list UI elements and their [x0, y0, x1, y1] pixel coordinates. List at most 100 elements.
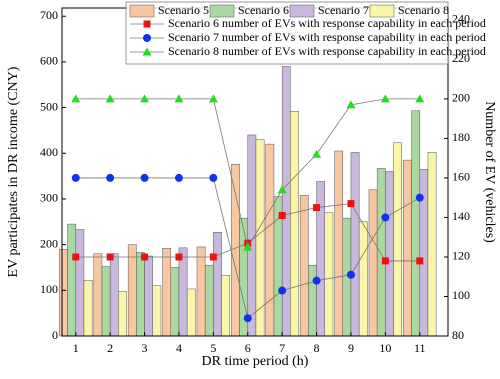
bar [75, 229, 85, 337]
bar [67, 223, 77, 337]
bar [59, 248, 68, 337]
x-tick-label: 8 [314, 341, 320, 355]
marker [209, 253, 217, 261]
marker [174, 173, 183, 182]
bar [324, 212, 334, 337]
marker [416, 257, 424, 265]
marker [141, 253, 149, 261]
y2-tick-label: 100 [452, 288, 470, 302]
marker [278, 211, 286, 219]
x-axis-label: DR time period (h) [202, 354, 309, 369]
bar [101, 266, 111, 337]
bar [136, 252, 145, 337]
y2-tick-label: 120 [452, 249, 470, 263]
legend-marker [142, 47, 152, 56]
x-tick-label: 5 [210, 341, 216, 355]
marker [71, 94, 81, 103]
bar [427, 152, 437, 337]
bar [213, 232, 222, 337]
y-tick-label: 0 [52, 328, 58, 342]
y2-tick-label: 140 [452, 209, 470, 223]
y-tick-label: 400 [40, 145, 58, 159]
legend-label: Scenario 7 [318, 3, 369, 17]
bar [376, 168, 386, 337]
y2-tick-label: 220 [452, 51, 470, 65]
bar [178, 247, 188, 337]
marker [278, 286, 287, 295]
marker [381, 257, 389, 265]
y2-tick-label: 80 [452, 328, 464, 342]
marker [175, 253, 183, 261]
marker [106, 253, 114, 261]
legend-label: Scenario 8 number of EVs with response c… [168, 44, 486, 58]
bar [358, 221, 368, 337]
x-tick-label: 1 [73, 341, 79, 355]
bar [204, 264, 214, 337]
bar [170, 267, 180, 337]
marker [209, 173, 218, 182]
y-tick-label: 200 [40, 236, 58, 250]
y2-tick-label: 240 [452, 12, 470, 26]
marker [243, 242, 253, 251]
y-axis-label: EV participates in DR income (CNY) [6, 66, 21, 277]
marker [415, 94, 425, 103]
bar [109, 253, 119, 337]
legend-swatch [129, 4, 155, 18]
bar [93, 253, 103, 337]
bar [231, 163, 240, 337]
bar [350, 152, 360, 337]
marker [140, 94, 150, 103]
legend-label: Scenario 7 number of EVs with response c… [168, 30, 486, 44]
legend-label: Scenario 6 [238, 3, 289, 17]
bar [290, 110, 299, 337]
bar [118, 290, 127, 337]
bar [308, 264, 317, 337]
bar [127, 244, 137, 337]
x-tick-label: 11 [414, 341, 426, 355]
marker [346, 100, 356, 109]
marker [313, 204, 321, 212]
marker [72, 253, 80, 261]
y-tick-label: 300 [40, 191, 58, 205]
legend-swatch [369, 4, 395, 18]
marker [243, 314, 252, 323]
bar [334, 150, 344, 337]
marker [106, 173, 115, 182]
marker [312, 276, 321, 285]
marker [140, 173, 149, 182]
y2-tick-label: 160 [452, 170, 470, 184]
legend-label: Scenario 5 [158, 3, 209, 17]
x-tick-label: 4 [176, 341, 182, 355]
bar [281, 66, 291, 337]
bar [152, 285, 162, 337]
bar [144, 255, 154, 337]
marker [380, 94, 390, 103]
y2-tick-label: 200 [452, 91, 470, 105]
x-tick-label: 7 [279, 341, 285, 355]
marker [347, 200, 355, 208]
legend-label: Scenario 8 [398, 3, 449, 17]
marker [105, 94, 115, 103]
bar [368, 189, 378, 337]
bar [265, 143, 275, 337]
bar [403, 159, 412, 337]
bar [186, 288, 196, 337]
bar [83, 280, 93, 337]
y-tick-label: 600 [40, 54, 58, 68]
marker [174, 94, 184, 103]
legend-marker [143, 34, 151, 42]
legend-swatch [289, 4, 315, 18]
bar [221, 274, 231, 337]
marker [208, 94, 218, 103]
bar [299, 195, 309, 337]
legend-marker [143, 20, 151, 28]
y2-tick-label: 180 [452, 130, 470, 144]
x-tick-label: 3 [142, 341, 148, 355]
marker [71, 173, 80, 182]
y-tick-label: 100 [40, 282, 58, 296]
marker [346, 270, 355, 279]
bar [162, 248, 172, 337]
legend-label: Scenario 6 number of EVs with response c… [168, 16, 486, 30]
y-tick-label: 700 [40, 8, 58, 22]
